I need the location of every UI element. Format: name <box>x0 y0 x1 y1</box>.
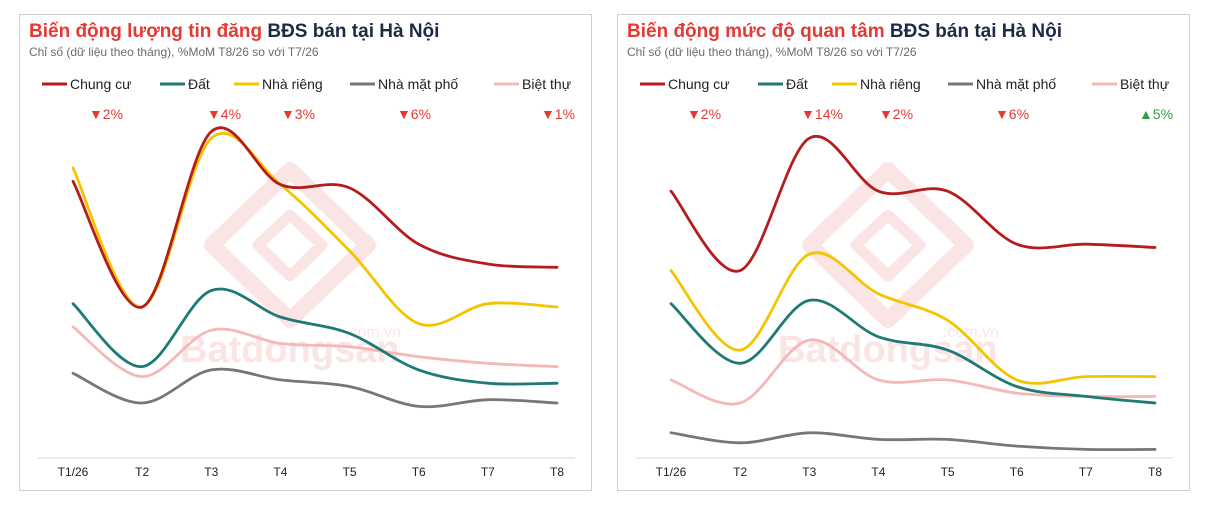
series-change: ▼2% <box>89 106 123 122</box>
watermark-brand: Batdongsan <box>778 329 998 371</box>
legend-label: Nhà riêng <box>860 76 921 92</box>
series-change: ▼6% <box>995 106 1029 122</box>
x-tick-label: T8 <box>1148 465 1162 479</box>
chart-title-highlight: Biến động lượng tin đăng <box>29 21 263 42</box>
series-change: ▲5% <box>1139 106 1173 122</box>
chart-title: Biến động lượng tin đăng BĐS bán tại Hà … <box>29 21 439 43</box>
series-change: ▼4% <box>207 106 241 122</box>
series-line <box>669 251 1157 385</box>
x-tick-label: T8 <box>550 465 564 479</box>
legend-label: Nhà mặt phố <box>976 76 1056 92</box>
x-tick-label: T5 <box>941 465 955 479</box>
series-change: ▼1% <box>541 106 575 122</box>
watermark-domain: .com.vn <box>345 324 401 341</box>
x-tick-label: T6 <box>412 465 426 479</box>
chart-title-rest: BĐS bán tại Hà Nội <box>267 21 440 42</box>
series-change: ▼14% <box>801 106 843 122</box>
series-line <box>669 134 1157 273</box>
x-tick-label: T5 <box>343 465 357 479</box>
chart-title-highlight: Biến động mức độ quan tâm <box>627 21 885 42</box>
chart-panel-listings: Biến động lượng tin đăng BĐS bán tại Hà … <box>19 14 592 491</box>
series-change: ▼2% <box>687 106 721 122</box>
chart-svg-interest: Batdongsan.com.vn Chung cư ▼2% Đất ▼14% Nhà r… <box>636 76 1173 479</box>
legend-label: Biệt thự <box>1120 76 1169 92</box>
legend-label: Đất <box>786 76 808 92</box>
chart-svg-listings: Batdongsan.com.vn Chung cư ▼2% Đất ▼4% Nhà ri… <box>38 76 575 479</box>
series-line <box>71 126 559 309</box>
legend-label: Nhà mặt phố <box>378 76 458 92</box>
series-line <box>71 325 559 379</box>
legend-label: Chung cư <box>668 76 730 92</box>
series-line <box>71 367 559 409</box>
series-line <box>71 287 559 386</box>
x-tick-label: T7 <box>481 465 495 479</box>
x-tick-label: T2 <box>733 465 747 479</box>
x-tick-label: T4 <box>273 465 287 479</box>
x-tick-label: T3 <box>802 465 816 479</box>
watermark-brand: Batdongsan <box>180 329 400 371</box>
x-tick-label: T6 <box>1010 465 1024 479</box>
series-line <box>669 431 1157 452</box>
series-change: ▼3% <box>281 106 315 122</box>
watermark-logo: Batdongsan.com.vn <box>778 162 999 371</box>
x-tick-label: T2 <box>135 465 149 479</box>
chart-subtitle: Chỉ số (dữ liệu theo tháng), %MoM T8/26 … <box>627 45 917 59</box>
x-tick-label: T4 <box>871 465 885 479</box>
watermark-domain: .com.vn <box>943 324 999 341</box>
x-tick-label: T1/26 <box>656 465 687 479</box>
chart-title: Biến động mức độ quan tâm BĐS bán tại Hà… <box>627 21 1062 43</box>
legend-label: Nhà riêng <box>262 76 323 92</box>
chart-subtitle: Chỉ số (dữ liệu theo tháng), %MoM T8/26 … <box>29 45 319 59</box>
x-tick-label: T3 <box>204 465 218 479</box>
x-tick-label: T1/26 <box>58 465 89 479</box>
legend-label: Đất <box>188 76 210 92</box>
series-change: ▼2% <box>879 106 913 122</box>
x-tick-label: T7 <box>1079 465 1093 479</box>
series-line <box>669 298 1157 405</box>
chart-title-rest: BĐS bán tại Hà Nội <box>889 21 1062 42</box>
legend-label: Biệt thự <box>522 76 571 92</box>
legend-label: Chung cư <box>70 76 132 92</box>
series-change: ▼6% <box>397 106 431 122</box>
chart-panel-interest: Biến động mức độ quan tâm BĐS bán tại Hà… <box>617 14 1190 491</box>
